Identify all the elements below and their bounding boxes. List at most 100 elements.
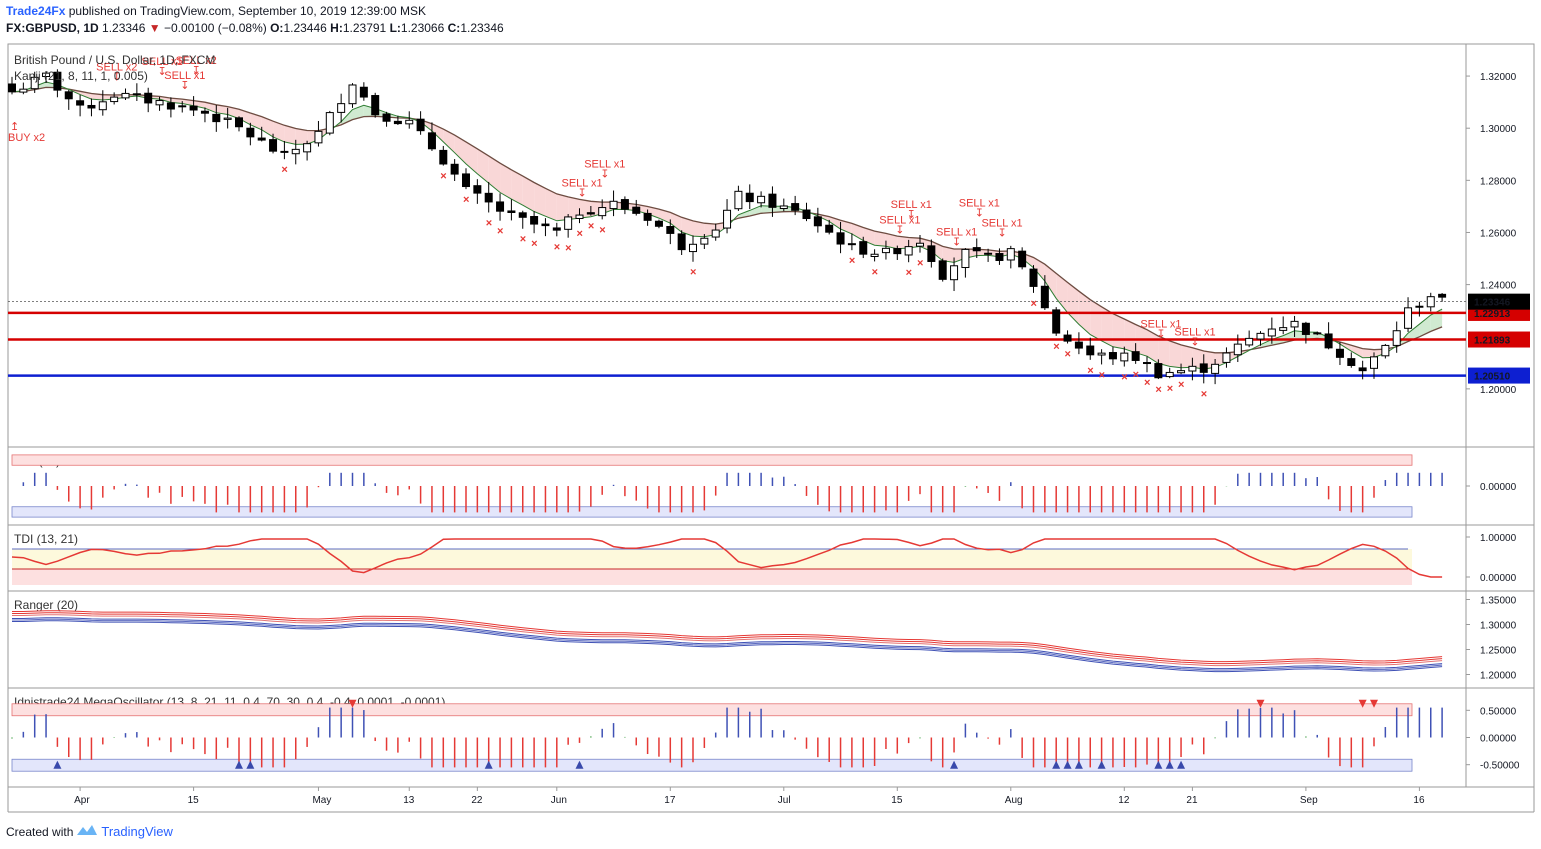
sell-triangle-icon <box>1370 699 1378 708</box>
y-tick-label: 0.50000 <box>1480 706 1517 717</box>
candle-body <box>280 150 289 153</box>
candle-body <box>916 242 924 247</box>
sell-x-marker: × <box>1144 377 1150 389</box>
cloud-segment <box>1158 336 1170 367</box>
sell-x-marker: × <box>872 266 878 278</box>
cloud-segment <box>942 246 955 263</box>
candle-body <box>995 253 1004 261</box>
candle-body <box>155 100 164 106</box>
candle-body <box>1313 332 1322 335</box>
tdi-line <box>11 538 1443 578</box>
low-value: 1.23066 <box>400 21 445 35</box>
candle-body <box>269 139 278 152</box>
candle-body <box>8 83 16 93</box>
cloud-segment <box>1090 299 1102 341</box>
msi-pane <box>11 454 1443 518</box>
close-value: 1.23346 <box>460 21 504 35</box>
sell-arrow-icon: ↧ <box>907 209 916 221</box>
cloud-segment <box>511 169 523 206</box>
footer: Created with TradingView <box>6 823 173 840</box>
candle-body <box>314 130 323 144</box>
candle-body <box>1074 341 1083 349</box>
cloud-segment <box>568 196 580 220</box>
candle-body <box>813 216 822 227</box>
candle-body <box>836 232 845 245</box>
last-price-tag <box>1468 293 1530 310</box>
sell-signal-label: SELL x1 <box>584 158 625 170</box>
candle-body <box>791 203 800 211</box>
candle-body <box>666 226 675 234</box>
candle-body <box>927 245 936 262</box>
candle-body <box>30 76 39 90</box>
cloud-segment <box>1147 329 1159 364</box>
candle-body <box>1233 343 1242 356</box>
buy-triangle-icon <box>484 760 493 769</box>
change-value: −0.00100 (−0.08%) <box>164 21 267 35</box>
candle-body <box>359 86 368 98</box>
sell-signal-label: SELL x1 <box>959 197 1000 209</box>
candle-body <box>507 210 516 214</box>
cloud-segment <box>874 231 886 247</box>
sell-x-marker: × <box>588 221 594 233</box>
y-tick-label: 1.20000 <box>1480 671 1517 682</box>
cloud-segment <box>239 109 251 125</box>
candle-body <box>518 212 527 218</box>
sell-arrow-icon: ↧ <box>997 227 1006 239</box>
tdi-low-band <box>12 569 1412 585</box>
cloud-segment <box>1181 344 1193 368</box>
buy-triangle-icon <box>1074 760 1083 769</box>
candle-body <box>1358 367 1367 372</box>
cloud-segment <box>681 217 693 237</box>
x-tick-label: 16 <box>1413 795 1425 806</box>
candle-body <box>1063 334 1072 342</box>
candle-body <box>734 190 743 210</box>
candle-body <box>575 214 584 219</box>
candle-body <box>19 88 28 93</box>
sell-x-marker: × <box>599 224 605 236</box>
y-tick-label: -0.50000 <box>1480 761 1520 772</box>
cloud-segment <box>477 148 489 184</box>
close-label: C: <box>447 21 461 35</box>
last-price-label: 1.23346 <box>1474 298 1511 309</box>
candle-body <box>825 224 834 233</box>
candle-body <box>1245 337 1254 346</box>
candle-body <box>779 205 788 210</box>
cloud-segment <box>534 182 546 217</box>
cloud-segment <box>897 236 909 249</box>
sell-x-marker: × <box>577 228 583 240</box>
candle-body <box>768 193 777 208</box>
buy-triangle-icon <box>1063 760 1072 769</box>
author-name[interactable]: Trade24Fx <box>6 4 66 18</box>
cloud-segment <box>216 104 228 115</box>
candle-body <box>1165 371 1174 378</box>
candle-body <box>1029 268 1038 287</box>
publish-info: Trade24Fx published on TradingView.com, … <box>6 4 426 18</box>
buy-triangle-icon <box>1052 760 1061 769</box>
sell-arrow-icon: ↧ <box>1190 337 1199 349</box>
high-label: H: <box>330 21 343 35</box>
candle-body <box>291 148 300 155</box>
level-label-0: 1.22913 <box>1474 309 1511 320</box>
buy-triangle-icon <box>1165 760 1174 769</box>
candle-body <box>427 132 436 150</box>
sell-x-marker: × <box>486 217 492 229</box>
candle-body <box>1324 333 1333 349</box>
candle-body <box>1199 363 1208 373</box>
tradingview-brand[interactable]: TradingView <box>101 824 173 839</box>
sell-x-marker: × <box>1031 298 1037 310</box>
x-tick-label: 13 <box>403 795 415 806</box>
y-tick-label: 0.00000 <box>1480 482 1517 493</box>
candle-body <box>643 212 652 221</box>
symbol-ohlc: FX:GBPUSD, 1D 1.23346 ▼ −0.00100 (−0.08%… <box>6 21 504 35</box>
cloud-segment <box>284 125 296 145</box>
pane-title-2: TDI (13, 21) <box>14 532 78 546</box>
cloud-segment <box>658 209 671 224</box>
ranger-band-2 <box>12 614 1443 667</box>
sell-arrow-icon: ↧ <box>952 236 961 248</box>
candle-body <box>938 260 947 280</box>
sell-x-marker: × <box>1201 388 1207 400</box>
candle-body <box>1426 296 1435 308</box>
candle-body <box>1040 285 1049 309</box>
tradingview-logo-icon[interactable] <box>76 823 98 840</box>
